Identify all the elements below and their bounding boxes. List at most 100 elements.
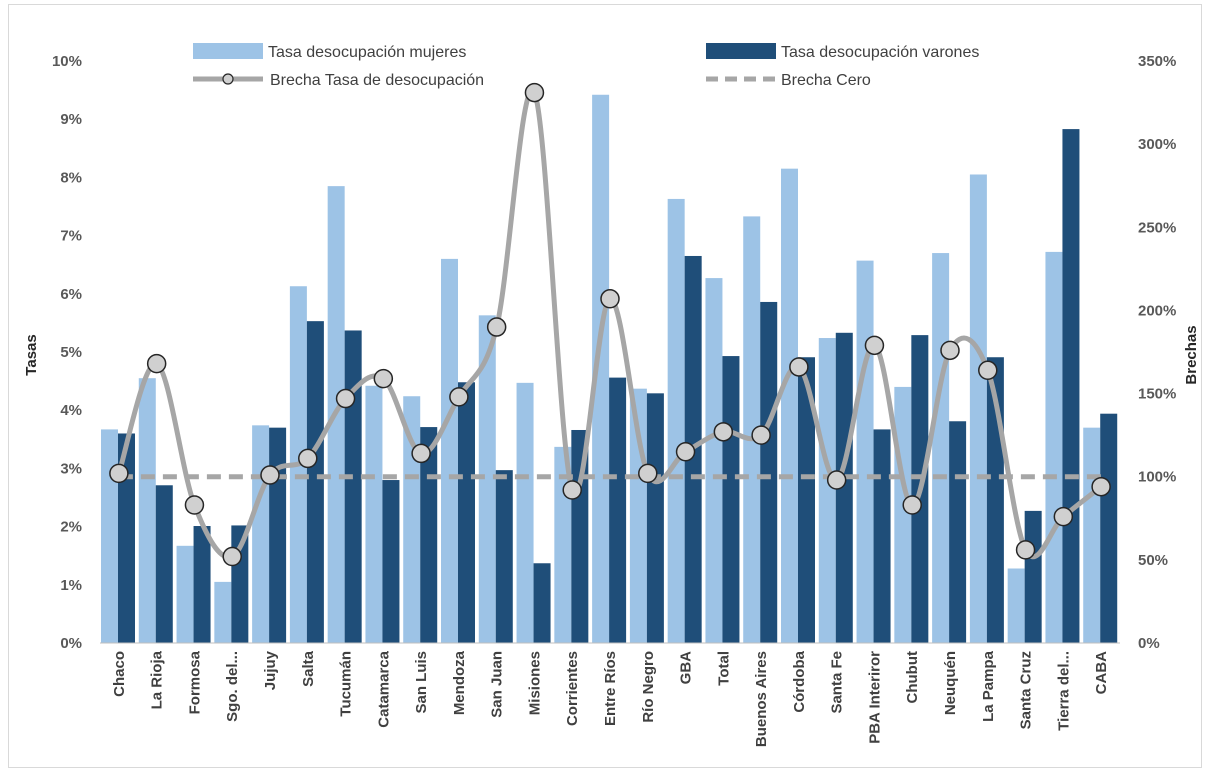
brecha-point-14 [638, 463, 658, 484]
y-tick-label: 6% [60, 286, 82, 303]
y2-tick-label: 100% [1138, 469, 1176, 486]
x-tick-label: PBA Interiror [866, 651, 883, 744]
brecha-point-13 [600, 289, 620, 309]
x-tick-label: Total [715, 651, 732, 686]
brecha-point-19 [826, 470, 847, 490]
bar-varones-10 [495, 470, 513, 643]
x-tick-label: GBA [678, 651, 695, 685]
bar-varones-22 [949, 421, 967, 643]
brecha-point-15 [675, 442, 696, 462]
x-tick-label: La Pampa [980, 650, 997, 722]
x-tick-label: San Juan [489, 651, 506, 718]
x-tick-label: Río Negro [640, 651, 657, 723]
x-tick-label: Tierra del... [1055, 651, 1072, 731]
bar-varones-18 [798, 357, 815, 643]
legend-swatch-varones [706, 43, 776, 59]
x-tick-label: Chubut [904, 651, 921, 703]
x-tick-label: Corrientes [564, 651, 581, 726]
bar-mujeres-13 [592, 94, 610, 644]
x-tick-label: La Rioja [149, 650, 166, 709]
bar-varones-11 [533, 563, 551, 643]
legend-marker-brecha [222, 73, 234, 85]
y2-tick-label: 0% [1138, 635, 1160, 652]
bar-mujeres-11 [516, 382, 534, 643]
brecha-point-1 [146, 353, 167, 374]
bar-varones-5 [306, 321, 324, 643]
bar-mujeres-26 [1083, 427, 1101, 643]
y2-tick-label: 350% [1138, 53, 1176, 70]
bar-varones-20 [873, 429, 891, 643]
legend-label-brecha: Brecha Tasa de desocupación [270, 72, 484, 89]
brecha-point-11 [524, 82, 545, 103]
bar-varones-9 [458, 382, 475, 643]
legend-label-brecha-cero: Brecha Cero [781, 72, 871, 89]
brecha-point-10 [486, 317, 507, 337]
y-tick-label: 0% [60, 635, 82, 652]
brecha-point-23 [978, 360, 998, 381]
x-tick-label: Misiones [526, 651, 543, 715]
y2-tick-label: 150% [1138, 386, 1176, 403]
bar-varones-7 [382, 480, 400, 643]
bar-varones-26 [1100, 413, 1118, 643]
y2-axis-title: Brechas [1183, 325, 1200, 384]
bars-layer [101, 94, 1118, 644]
chart-frame [8, 4, 1202, 768]
brecha-point-8 [411, 443, 431, 464]
x-tick-label: Sgo. del... [224, 651, 241, 722]
y-tick-label: 5% [60, 344, 82, 361]
brecha-point-5 [298, 448, 318, 469]
bar-mujeres-23 [969, 174, 987, 644]
bar-varones-17 [760, 301, 778, 643]
brecha-point-20 [864, 335, 885, 356]
legend-label-varones: Tasa desocupación varones [781, 44, 979, 61]
bar-mujeres-25 [1045, 251, 1063, 643]
x-tick-label: Santa Fe [829, 651, 846, 714]
brecha-point-21 [902, 495, 922, 515]
bar-mujeres-3 [214, 581, 232, 643]
bar-mujeres-16 [705, 278, 723, 643]
bar-varones-8 [420, 427, 438, 643]
x-tick-label: Catamarca [375, 650, 392, 727]
legend-label-mujeres: Tasa desocupación mujeres [268, 44, 466, 61]
bar-varones-1 [155, 485, 173, 643]
bar-mujeres-24 [1007, 568, 1025, 643]
bar-varones-2 [193, 526, 211, 643]
brecha-point-18 [789, 357, 809, 377]
y-tick-label: 7% [60, 228, 82, 245]
brecha-point-6 [335, 388, 356, 409]
brecha-point-7 [373, 368, 394, 389]
bar-mujeres-7 [365, 385, 383, 643]
bar-mujeres-4 [252, 425, 270, 643]
bar-mujeres-1 [138, 378, 156, 643]
bar-mujeres-0 [101, 429, 118, 643]
brecha-point-0 [109, 463, 129, 484]
y-tick-label: 2% [60, 519, 82, 536]
x-tick-label: Jujuy [262, 650, 279, 690]
bar-varones-19 [835, 332, 853, 643]
bar-varones-25 [1062, 129, 1080, 643]
x-tick-label: San Luis [413, 651, 430, 714]
bar-varones-0 [118, 433, 135, 643]
x-tick-label: Buenos Aires [753, 651, 770, 747]
bar-mujeres-20 [856, 260, 874, 643]
brecha-point-26 [1091, 476, 1111, 497]
x-tick-label: CABA [1093, 651, 1110, 694]
bar-mujeres-10 [478, 315, 496, 643]
bar-mujeres-15 [667, 198, 685, 643]
bar-mujeres-18 [781, 168, 798, 644]
x-tick-label: Neuquén [942, 651, 959, 715]
y-tick-label: 1% [60, 577, 82, 594]
x-tick-label: Santa Cruz [1018, 651, 1035, 729]
brecha-point-25 [1053, 506, 1074, 527]
x-tick-label: Salta [300, 650, 317, 687]
bar-mujeres-21 [894, 386, 912, 643]
legend-swatch-mujeres [193, 43, 263, 59]
x-tick-label: Mendoza [451, 650, 468, 715]
bar-mujeres-2 [176, 545, 194, 643]
bar-varones-4 [269, 427, 287, 643]
brecha-point-12 [562, 480, 582, 500]
bar-varones-24 [1024, 510, 1042, 643]
bar-mujeres-19 [818, 338, 836, 643]
x-tick-label: Entre Ríos [602, 651, 619, 726]
